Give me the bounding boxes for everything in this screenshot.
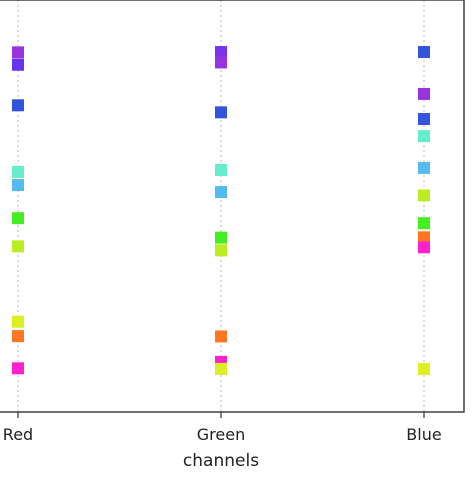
data-point-blue-28 [418, 241, 430, 254]
data-point-red-7 [12, 315, 24, 328]
x-ticks: Red Green Blue [3, 412, 442, 444]
data-point-red-8 [12, 330, 24, 343]
data-point-red-1 [12, 58, 24, 71]
x-tick-label-red: Red [3, 425, 33, 444]
data-point-green-13 [215, 163, 227, 176]
data-point-red-6 [12, 240, 24, 253]
data-point-red-9 [12, 362, 24, 375]
data-point-red-4 [12, 179, 24, 192]
data-point-green-15 [215, 231, 227, 244]
data-point-green-10 [215, 46, 227, 59]
x-tick-label-blue: Blue [406, 425, 441, 444]
data-point-blue-23 [418, 130, 430, 143]
data-point-blue-22 [418, 113, 430, 126]
x-axis-label: channels [183, 451, 259, 471]
data-point-green-14 [215, 186, 227, 199]
data-point-blue-26 [418, 217, 430, 230]
plot-frame [0, 0, 465, 413]
data-point-red-5 [12, 212, 24, 225]
data-point-green-16 [215, 244, 227, 257]
data-point-blue-20 [418, 46, 430, 59]
data-point-red-2 [12, 99, 24, 112]
data-point-green-11 [215, 56, 227, 69]
data-point-green-17 [215, 330, 227, 343]
data-point-blue-21 [418, 87, 430, 100]
grid [17, 0, 425, 412]
x-tick-label-green: Green [197, 425, 245, 444]
data-point-blue-27 [418, 231, 430, 244]
data-point-green-19 [215, 362, 227, 375]
data-point-blue-25 [418, 189, 430, 202]
data-points [12, 46, 430, 375]
data-point-blue-29 [418, 362, 430, 375]
data-point-red-0 [12, 46, 24, 59]
data-point-red-3 [12, 165, 24, 178]
data-point-green-12 [215, 106, 227, 119]
data-point-blue-24 [418, 161, 430, 174]
